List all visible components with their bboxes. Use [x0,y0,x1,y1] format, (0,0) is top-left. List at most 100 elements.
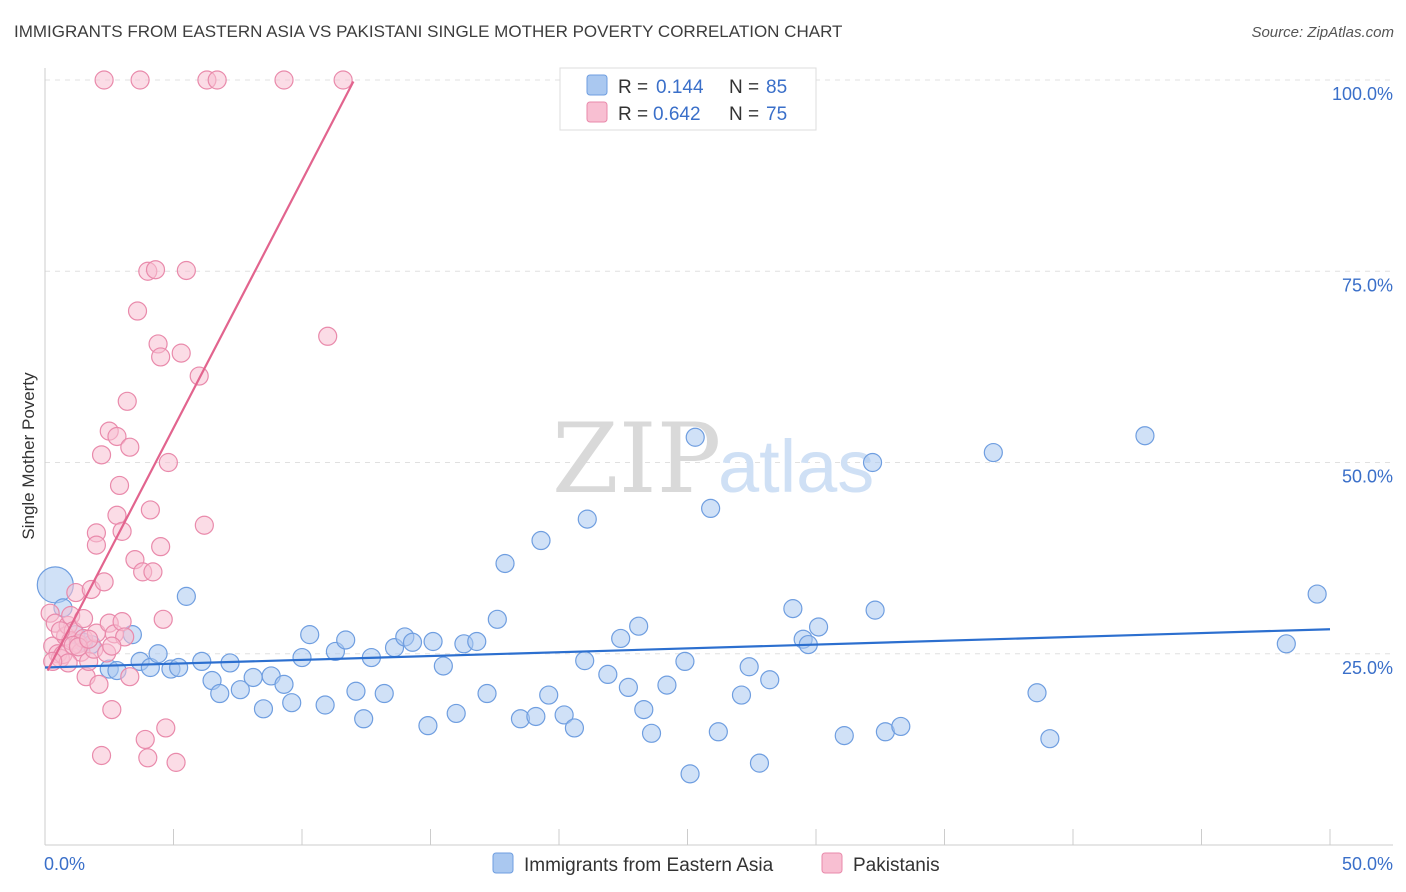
bottom-legend-swatch-eastern-asia [492,852,514,874]
eastern-asia-point-58 [641,723,662,743]
pakistanis-point-34 [109,475,130,496]
eastern-asia-point-14 [192,651,212,672]
watermark-atlas: atlas [718,425,874,508]
eastern-asia-point-28 [336,630,356,650]
eastern-asia-point-25 [300,625,320,645]
pakistanis-trendline [46,81,355,672]
pakistanis-point-59 [189,366,209,386]
eastern-asia-point-10 [148,644,168,664]
legend-n-label-blue: N = [729,77,759,98]
eastern-asia-point-61 [680,764,700,784]
eastern-asia-point-36 [418,716,438,736]
eastern-asia-point-43 [487,609,507,629]
pakistanis-point-26 [94,572,114,592]
pakistanis-point-23 [89,674,109,694]
legend-r-value-blue: 0.144 [656,77,704,98]
pakistanis-point-44 [135,729,155,750]
eastern-asia-point-80 [1040,729,1060,749]
eastern-asia-point-49 [554,705,574,725]
pakistanis-point-62 [94,70,114,90]
series-pakistanis-points [40,70,353,772]
eastern-asia-point-72 [808,617,829,637]
eastern-asia-point-82 [1276,634,1296,654]
eastern-asia-point-55 [618,677,638,698]
pakistanis-point-11 [66,582,86,603]
pakistanis-point-39 [120,437,140,457]
pakistanis-point-30 [102,699,122,720]
eastern-asia-point-24 [292,647,312,668]
eastern-asia-point-47 [531,530,551,551]
chart-title: IMMIGRANTS FROM EASTERN ASIA VS PAKISTAN… [14,22,843,41]
pakistanis-point-33 [107,505,127,525]
eastern-asia-trendline [44,628,1331,669]
eastern-asia-point-68 [760,670,780,690]
axes [44,68,1393,846]
eastern-asia-point-78 [983,442,1003,463]
eastern-asia-point-50 [564,718,585,738]
eastern-asia-point-54 [611,628,631,649]
eastern-asia-point-22 [274,674,294,694]
eastern-asia-point-83 [1307,584,1327,604]
pakistanis-point-66 [274,70,294,90]
x-tick-label-0: 0.0% [44,854,85,874]
pakistanis-point-51 [151,347,171,367]
bottom-legend-label-eastern-asia: Immigrants from Eastern Asia [524,855,774,876]
eastern-asia-point-26 [315,695,335,715]
pakistanis-point-42 [127,301,148,321]
eastern-asia-point-62 [685,427,705,447]
legend-bottom: Immigrants from Eastern Asia Pakistanis [492,852,940,876]
eastern-asia-point-77 [891,716,911,737]
y-tick-label-0: 25.0% [1342,658,1393,678]
pakistanis-point-61 [318,326,338,346]
eastern-asia-point-30 [354,709,374,729]
eastern-asia-point-41 [467,631,487,652]
eastern-asia-point-75 [865,600,885,620]
bottom-legend-label-pakistanis: Pakistanis [853,855,940,876]
eastern-asia-point-79 [1027,683,1047,703]
y-tick-label-2: 75.0% [1342,275,1393,295]
pakistanis-point-22 [86,535,107,555]
eastern-asia-point-35 [402,632,423,652]
pakistanis-point-56 [166,752,186,772]
pakistanis-point-47 [140,500,160,520]
pakistanis-point-24 [91,445,112,465]
pakistanis-point-40 [120,667,140,687]
pakistanis-point-68 [50,621,71,641]
eastern-asia-point-81 [1135,426,1155,446]
pakistanis-point-48 [143,562,163,582]
pakistanis-point-38 [117,391,137,411]
eastern-asia-point-32 [374,683,394,704]
pakistanis-point-74 [79,629,99,649]
y-tick-labels: 25.0% 50.0% 75.0% 100.0% [1332,84,1393,678]
eastern-asia-point-29 [346,681,366,701]
eastern-asia-point-53 [598,664,618,685]
eastern-asia-point-51 [575,651,595,671]
eastern-asia-point-73 [834,726,854,746]
pakistanis-point-52 [151,537,171,557]
pakistanis-point-58 [176,260,196,281]
eastern-asia-point-38 [433,656,453,676]
pakistanis-point-25 [91,745,112,766]
pakistanis-point-63 [130,70,150,90]
eastern-asia-point-16 [210,683,230,704]
pakistanis-point-72 [102,636,122,656]
legend-r-label-blue: R = [618,77,648,98]
eastern-asia-point-42 [477,683,497,704]
gridlines [45,79,1393,655]
eastern-asia-point-20 [253,699,274,719]
pakistanis-point-55 [158,452,178,473]
pakistanis-point-53 [153,609,173,629]
legend-r-value-pink: 0.642 [653,104,701,125]
series-eastern-asia-points [36,426,1327,784]
pakistanis-point-49 [145,260,166,280]
eastern-asia-point-18 [230,680,250,700]
y-tick-label-3: 100.0% [1332,84,1393,104]
bottom-legend-swatch-pakistanis [821,852,843,874]
eastern-asia-point-23 [282,693,302,713]
eastern-asia-point-46 [526,706,546,727]
legend-n-value-blue: 85 [766,77,787,98]
pakistanis-point-67 [333,70,353,90]
x-tick-labels: 0.0% 50.0% [44,854,1393,874]
pakistanis-point-57 [171,343,191,363]
